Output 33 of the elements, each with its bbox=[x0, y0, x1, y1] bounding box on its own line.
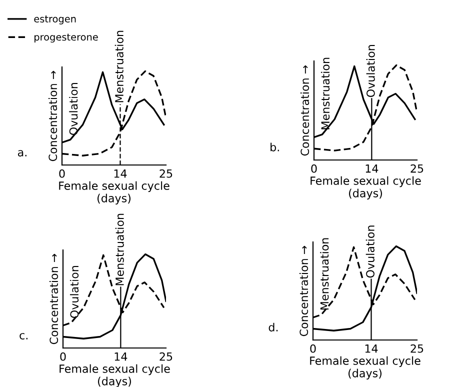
annotation: Menstruation bbox=[320, 58, 330, 130]
x-tick-label: 14 bbox=[114, 352, 128, 361]
x-tick-label: 0 bbox=[60, 352, 66, 361]
x-tick-label: 25 bbox=[410, 344, 424, 353]
ref-line-label: Ovulation bbox=[366, 45, 375, 98]
ref-line-label: Menstruation bbox=[114, 30, 124, 102]
text: d. bbox=[268, 322, 278, 332]
annotation: Ovulation bbox=[70, 266, 79, 318]
x-tick-label: 25 bbox=[160, 352, 172, 361]
x-tick-label: 25 bbox=[160, 169, 172, 178]
ref-line-label: Menstruation bbox=[115, 214, 124, 286]
x-tick-label: 0 bbox=[310, 344, 316, 353]
x-axis-title: Female sexual cycle (days) bbox=[59, 181, 170, 205]
x-tick-label: 25 bbox=[410, 164, 424, 173]
y-axis-title: Concentration → bbox=[48, 70, 58, 162]
x-tick-label: 0 bbox=[311, 164, 317, 173]
legend-label: estrogen bbox=[34, 16, 76, 24]
x-axis-title: Female sexual cycle (days) bbox=[310, 176, 421, 200]
x-axis-title: Female sexual cycle (days) bbox=[310, 356, 420, 380]
y-axis-title: Concentration → bbox=[300, 65, 310, 156]
text: b. bbox=[270, 142, 279, 152]
y-axis-title: Concentration → bbox=[49, 254, 58, 344]
ref-line-label: Ovulation bbox=[366, 226, 374, 278]
annotation: Ovulation bbox=[69, 83, 78, 135]
annotation: Menstruation bbox=[320, 238, 329, 310]
x-tick-label: 14 bbox=[114, 170, 127, 178]
x-tick-label: 14 bbox=[365, 344, 378, 353]
y-axis-title: Concentration → bbox=[299, 246, 308, 336]
text: a. bbox=[18, 150, 26, 156]
x-tick-label: 14 bbox=[366, 164, 378, 173]
x-tick-label: 0 bbox=[59, 169, 65, 178]
legend-label: progesterone bbox=[34, 34, 98, 43]
text: c. bbox=[20, 333, 28, 340]
